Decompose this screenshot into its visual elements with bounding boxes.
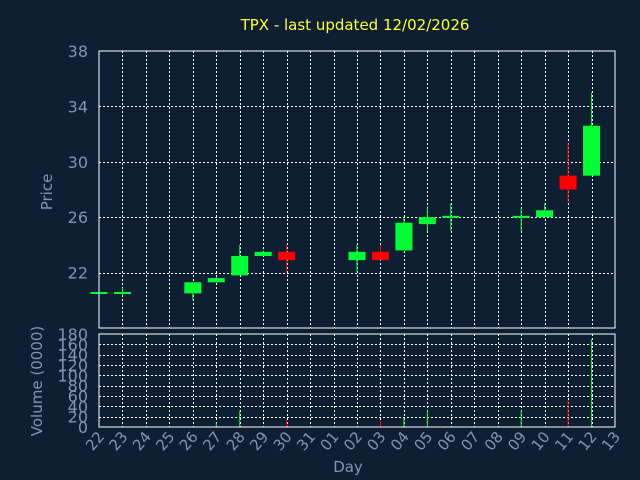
volume-tick-label: 60 xyxy=(68,387,88,406)
day-tick-label: 28 xyxy=(223,428,249,454)
day-tick-label: 29 xyxy=(246,428,272,454)
volume-plot-frame xyxy=(98,333,616,428)
day-tick-label: 09 xyxy=(504,428,530,454)
day-tick-label: 13 xyxy=(598,428,624,454)
candle-body xyxy=(442,215,460,218)
day-tick-label: 31 xyxy=(293,428,319,454)
day-tick-label: 07 xyxy=(457,428,483,454)
day-tick-label: 10 xyxy=(528,428,554,454)
candlestick-series xyxy=(90,92,601,301)
price-tick-label: 22 xyxy=(68,264,88,283)
day-tick-label: 24 xyxy=(129,428,155,454)
candle-body xyxy=(278,251,296,261)
candle-body xyxy=(512,215,530,218)
day-tick-label: 01 xyxy=(317,428,343,454)
volume-tick-label: 180 xyxy=(57,325,88,344)
volume-tick-label: 140 xyxy=(57,346,88,365)
chart-title: TPX - last updated 12/02/2026 xyxy=(240,16,470,34)
volume-tick-label: 20 xyxy=(68,408,88,427)
day-tick-labels: 2223242526272829303101020304050607080910… xyxy=(82,428,624,454)
price-tick-label: 30 xyxy=(68,153,88,172)
candle-body xyxy=(184,282,202,294)
day-tick-label: 11 xyxy=(551,428,577,454)
candle-body xyxy=(395,222,413,251)
volume-tick-label: 120 xyxy=(57,356,88,375)
price-tick-labels: 22 26 30 34 38 xyxy=(68,42,88,283)
candle-body xyxy=(113,291,131,294)
volume-axis-label: Volume (0000) xyxy=(28,326,46,436)
candle-body xyxy=(536,210,554,218)
day-tick-label: 05 xyxy=(410,428,436,454)
price-tick-label: 34 xyxy=(68,97,88,116)
volume-tick-label: 100 xyxy=(57,366,88,385)
day-tick-label: 23 xyxy=(105,428,131,454)
volume-series xyxy=(215,339,593,427)
day-tick-label: 04 xyxy=(387,428,413,454)
candle-body xyxy=(418,217,436,225)
day-tick-label: 30 xyxy=(270,428,296,454)
candle-body xyxy=(254,251,272,256)
price-plot-frame xyxy=(98,50,616,329)
volume-tick-label: 160 xyxy=(57,335,88,354)
volume-tick-label: 0 xyxy=(78,418,88,437)
price-tick-label: 26 xyxy=(68,208,88,227)
day-tick-label: 06 xyxy=(434,428,460,454)
candle-body xyxy=(559,175,577,190)
volume-tick-label: 80 xyxy=(68,377,88,396)
candle-body xyxy=(371,251,389,261)
day-tick-label: 08 xyxy=(481,428,507,454)
price-gridlines xyxy=(99,51,615,328)
candle-body xyxy=(231,255,249,276)
volume-tick-label: 40 xyxy=(68,397,88,416)
day-tick-label: 02 xyxy=(340,428,366,454)
day-tick-label: 25 xyxy=(152,428,178,454)
candle-body xyxy=(583,125,601,176)
day-axis-label: Day xyxy=(333,458,363,476)
candle-body xyxy=(348,251,366,261)
price-tick-label: 38 xyxy=(68,42,88,61)
day-tick-label: 03 xyxy=(363,428,389,454)
candle-body xyxy=(207,278,225,283)
volume-gridlines xyxy=(99,334,615,427)
day-tick-label: 12 xyxy=(575,428,601,454)
day-tick-label: 26 xyxy=(176,428,202,454)
price-axis-label: Price xyxy=(38,174,56,211)
day-tick-label: 27 xyxy=(199,428,225,454)
